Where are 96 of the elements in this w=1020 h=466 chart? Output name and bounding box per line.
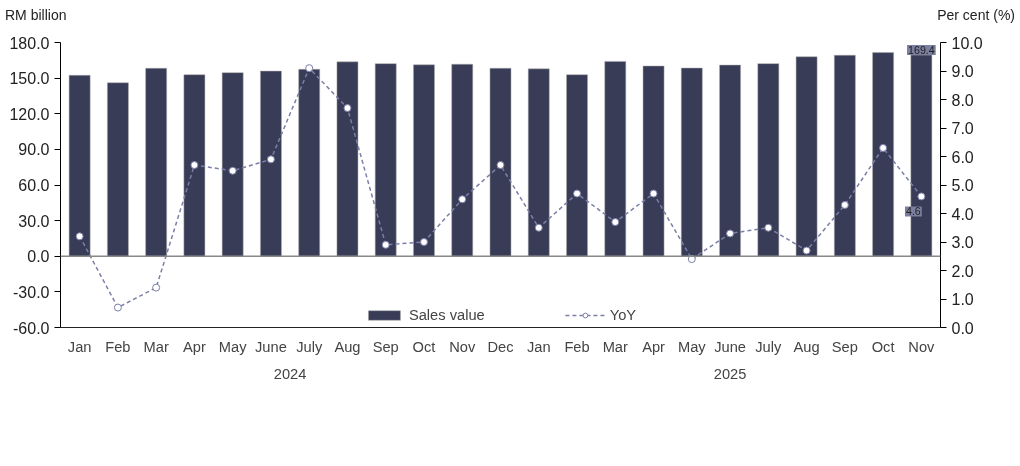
text: 2025 [713, 365, 747, 382]
x-tick-label: Apr [642, 338, 666, 355]
bar [489, 68, 512, 257]
x-tick-label: Mar [602, 338, 629, 355]
bar [834, 54, 856, 257]
point [419, 238, 428, 246]
legend-label: Sales value [408, 307, 485, 323]
x-tick-label: Feb [105, 338, 131, 355]
bar [681, 67, 703, 257]
bar [604, 61, 627, 257]
bar [642, 65, 665, 257]
bar [757, 63, 780, 257]
bar [872, 52, 894, 257]
y-axis-title: RM billion [5, 6, 67, 25]
point [458, 195, 467, 204]
y-tick-label: -30.0 [13, 283, 50, 301]
point [687, 255, 696, 264]
point [917, 192, 926, 201]
y2-tick-label: 0.0 [951, 319, 974, 337]
x-tick-label: Aug [334, 338, 361, 355]
bar [795, 56, 818, 257]
y-tick-label: 180.0 [9, 34, 50, 52]
x-tick-label: Oct [412, 338, 436, 355]
x-tick-label: July [755, 338, 783, 355]
bar [451, 63, 474, 257]
y-tick-label: 30.0 [18, 212, 50, 230]
x-tick-label: June [255, 338, 287, 355]
point [343, 104, 352, 113]
point [152, 283, 161, 292]
point [764, 223, 773, 232]
x-tick-label: Apr [183, 338, 206, 355]
y-tick-label: 90.0 [18, 141, 50, 159]
point [840, 200, 849, 209]
point [228, 166, 237, 175]
legend-label: YoY [609, 307, 637, 323]
y2-tick-label: 2.0 [951, 262, 974, 280]
point [879, 143, 888, 152]
point [305, 64, 314, 73]
data-label: 169.4 [908, 44, 935, 57]
x-tick-label: Dec [487, 338, 514, 355]
bar [566, 74, 588, 257]
point [113, 303, 122, 312]
y-tick-label: 150.0 [9, 70, 50, 88]
point [496, 161, 505, 170]
y2-tick-label: 1.0 [951, 291, 974, 308]
bar [413, 64, 435, 257]
point [573, 189, 582, 198]
y-tick-label: -60.0 [13, 319, 50, 337]
x-tick-label: May [677, 338, 707, 355]
bar [107, 82, 129, 257]
y-tick-label: 120.0 [9, 105, 50, 123]
bar [68, 75, 91, 257]
bar [260, 70, 282, 257]
y2-tick-label: 8.0 [951, 91, 974, 109]
y2-tick-label: 9.0 [951, 63, 974, 80]
text: 2024 [273, 365, 307, 382]
point [381, 240, 390, 249]
point [726, 229, 735, 238]
x-tick-label: Nov [449, 338, 476, 355]
point [649, 189, 658, 198]
y2-tick-label: 3.0 [951, 234, 974, 251]
x-tick-label: June [714, 338, 746, 355]
bar [221, 72, 244, 257]
y2-tick-label: 4.0 [951, 205, 974, 223]
x-tick-label: Sep [831, 338, 858, 355]
bar [145, 68, 167, 257]
x-tick-label: Nov [908, 338, 936, 355]
point [75, 232, 84, 241]
y-tick-label: 60.0 [18, 177, 50, 194]
x-tick-label: May [218, 338, 248, 355]
point [611, 218, 620, 227]
x-tick-label: Jan [526, 338, 551, 355]
point [190, 161, 199, 170]
point [802, 246, 811, 255]
bar [336, 61, 359, 257]
x-tick-label: July [296, 338, 323, 355]
data-label: 4.6 [905, 205, 921, 218]
y2-tick-label: 7.0 [951, 120, 974, 137]
y-tick-label: 0.0 [27, 248, 50, 266]
bar [298, 69, 320, 257]
x-tick-label: Feb [564, 338, 590, 355]
y2-axis-title: Per cent (%) [937, 6, 1015, 25]
x-tick-label: Aug [793, 338, 820, 355]
bar [719, 64, 741, 257]
point [266, 155, 275, 164]
point [534, 223, 543, 232]
bar [527, 68, 550, 257]
bar [183, 74, 206, 257]
y2-tick-label: 10.0 [951, 34, 983, 52]
x-tick-label: Sep [372, 338, 399, 355]
bar [374, 63, 397, 257]
y2-tick-label: 5.0 [951, 177, 974, 194]
x-tick-label: Oct [871, 338, 895, 355]
x-tick-label: Mar [143, 338, 169, 355]
x-tick-label: Jan [67, 338, 92, 355]
y2-tick-label: 6.0 [951, 148, 974, 166]
